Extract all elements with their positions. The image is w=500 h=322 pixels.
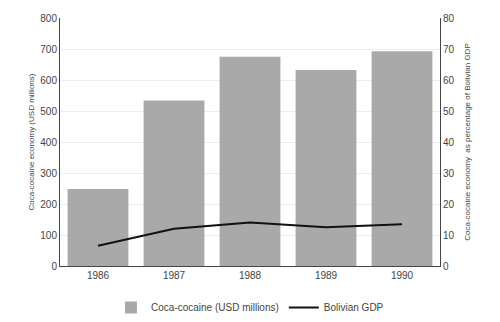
svg-text:800: 800 (40, 13, 57, 24)
svg-text:10: 10 (443, 230, 455, 241)
svg-text:80: 80 (443, 13, 455, 24)
svg-text:200: 200 (40, 199, 57, 210)
svg-text:0: 0 (443, 261, 449, 272)
svg-text:50: 50 (443, 106, 455, 117)
svg-text:1986: 1986 (87, 270, 110, 281)
svg-text:0: 0 (51, 261, 57, 272)
svg-text:Coca-cocaine economy as perce: Coca-cocaine economy as percentage of Bo… (463, 43, 472, 240)
svg-text:1990: 1990 (391, 270, 414, 281)
svg-text:70: 70 (443, 44, 455, 55)
svg-text:40: 40 (443, 137, 455, 148)
svg-text:500: 500 (40, 106, 57, 117)
svg-text:30: 30 (443, 168, 455, 179)
svg-text:600: 600 (40, 75, 57, 86)
svg-text:Bolivian GDP: Bolivian GDP (324, 302, 384, 313)
svg-text:Coca-cocaine (USD millions): Coca-cocaine (USD millions) (151, 302, 279, 313)
svg-text:300: 300 (40, 168, 57, 179)
svg-text:400: 400 (40, 137, 57, 148)
svg-text:100: 100 (40, 230, 57, 241)
svg-text:1989: 1989 (315, 270, 338, 281)
svg-text:60: 60 (443, 75, 455, 86)
svg-text:1987: 1987 (163, 270, 186, 281)
svg-text:Coca-cocaine economy (USD mill: Coca-cocaine economy (USD millions) (27, 73, 36, 210)
svg-text:700: 700 (40, 44, 57, 55)
svg-text:20: 20 (443, 199, 455, 210)
svg-text:1988: 1988 (239, 270, 262, 281)
